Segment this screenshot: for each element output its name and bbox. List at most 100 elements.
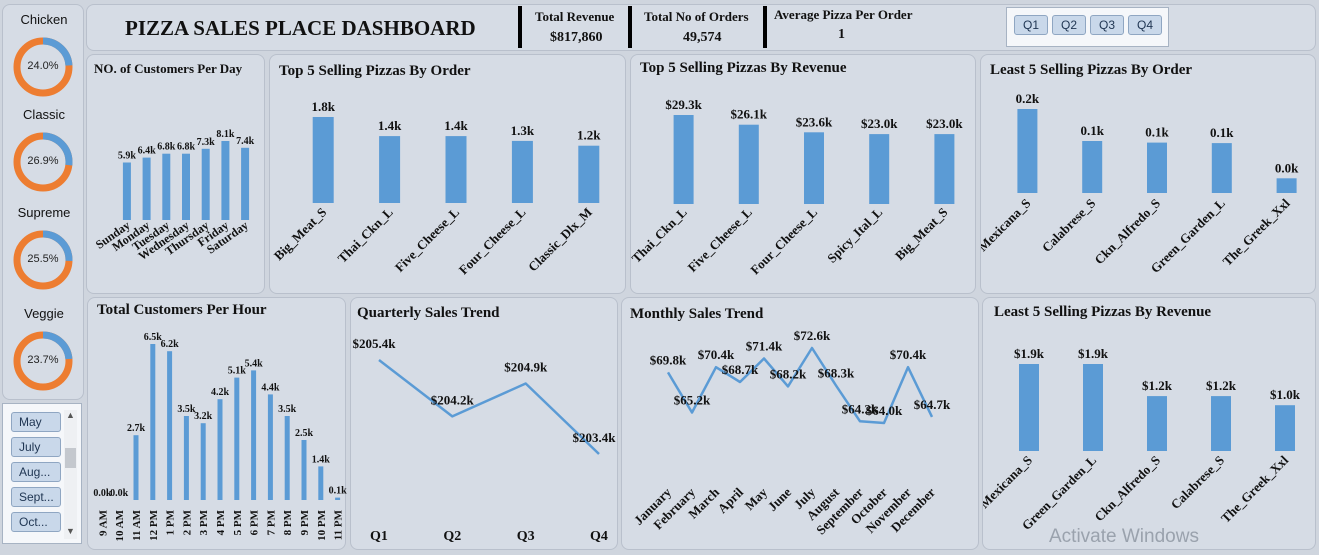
category-label: Calabrese_S: [1039, 196, 1098, 255]
donut-percent: 24.0%: [27, 60, 59, 72]
bar: [335, 497, 341, 500]
data-label: 6.4k: [138, 146, 157, 157]
data-label: $23.0k: [926, 116, 963, 131]
kpi-divider: [628, 6, 632, 48]
category-label: Four_Cheese_L: [456, 204, 529, 277]
data-label: 3.2k: [194, 411, 213, 422]
donut-veggie: Veggie 23.7%: [3, 300, 85, 396]
data-label: $203.4k: [573, 430, 617, 445]
bar: [379, 136, 401, 203]
data-label: 6.8k: [157, 142, 176, 153]
data-label: 4.2k: [211, 387, 230, 398]
bar: [1276, 178, 1297, 193]
chart-title: Total Customers Per Hour: [97, 302, 267, 318]
data-label: 0.1k: [1145, 125, 1169, 140]
data-label: $68.7k: [722, 362, 759, 377]
data-label: $69.8k: [650, 352, 687, 367]
bar: [201, 148, 210, 220]
top5-by-order-panel: Top 5 Selling Pizzas By Order 1.8k Big_Me…: [269, 54, 626, 294]
data-label: 0.0k: [110, 488, 129, 499]
quarterly-trend-chart: $205.4k Q1 $204.2k Q2 $204.9k Q3 $203.4k Q4: [353, 336, 617, 544]
category-label: Mexicana_S: [981, 196, 1034, 255]
quarter-button-q2[interactable]: Q2: [1052, 15, 1086, 35]
scroll-thumb[interactable]: [65, 448, 76, 468]
bar: [251, 370, 257, 500]
chart-title: Top 5 Selling Pizzas By Revenue: [640, 60, 847, 76]
category-label: 9 PM: [299, 509, 311, 535]
quarter-button-q4[interactable]: Q4: [1128, 15, 1162, 35]
quarter-slicer: Q1 Q2 Q3 Q4: [1006, 7, 1169, 47]
donut-percent: 26.9%: [27, 155, 59, 167]
data-label: $70.4k: [890, 347, 927, 362]
month-slicer-item[interactable]: May: [11, 412, 61, 432]
month-slicer-item[interactable]: Aug...: [11, 462, 61, 482]
monthly-trend-chart: $69.8kJanuary$65.2kFebruary$70.4kMarch$6…: [631, 328, 951, 538]
customers-per-day-panel: NO. of Customers Per Day 5.9k Sunday 6.4k M…: [86, 54, 265, 294]
bar: [200, 423, 206, 500]
category-label: Ckn_Alfredo_S: [1091, 453, 1163, 525]
data-label: $1.9k: [1078, 346, 1109, 361]
data-label: $23.6k: [796, 114, 833, 129]
donut-chicken: Chicken 24.0%: [3, 5, 85, 101]
chart-title: Least 5 Selling Pizzas By Revenue: [994, 304, 1212, 320]
category-label: 6 PM: [249, 509, 261, 535]
customers-per-day-chart: 5.9kSunday6.4kMonday6.8kTuesday6.8kWedne…: [93, 129, 255, 263]
month-slicer: May July Aug... Sept... Oct... ▲ ▼: [2, 403, 82, 544]
category-label: The_Greek_Xxl: [1219, 195, 1293, 269]
data-label: 7.3k: [197, 137, 216, 148]
data-label: $205.4k: [353, 336, 397, 351]
data-label: 7.4k: [236, 136, 255, 147]
customers-per-hour-panel: Total Customers Per Hour 0.0k 9 AM 0.0k 10 …: [87, 297, 347, 550]
category-label: 8 PM: [282, 509, 294, 535]
data-label: 1.4k: [444, 118, 468, 133]
bar: [1017, 109, 1038, 193]
category-label: 10 AM: [114, 509, 126, 541]
data-label: 0.1k: [1210, 125, 1234, 140]
data-label: 3.5k: [177, 404, 196, 415]
data-label: 1.4k: [312, 454, 331, 465]
bar: [182, 153, 190, 220]
quarterly-trend-panel: Quarterly Sales Trend $205.4k Q1 $204.2k Q2…: [350, 297, 618, 550]
category-label: Q3: [517, 529, 535, 544]
month-slicer-item[interactable]: Sept...: [11, 487, 61, 507]
category-label: 3 PM: [198, 509, 210, 535]
scroll-down-icon[interactable]: ▼: [66, 526, 75, 536]
header-panel: PIZZA SALES PLACE DASHBOARD Total Revenu…: [86, 4, 1316, 51]
category-label: 9 AM: [97, 509, 109, 536]
category-label: Five_Cheese_L: [685, 204, 756, 275]
quarter-button-q1[interactable]: Q1: [1014, 15, 1048, 35]
slicer-scrollbar[interactable]: ▲ ▼: [64, 410, 77, 539]
chart-title: Quarterly Sales Trend: [357, 305, 500, 321]
bar: [445, 136, 467, 203]
data-label: 0.1k: [329, 486, 347, 497]
data-label: $29.3k: [665, 97, 702, 112]
data-label: $70.4k: [698, 347, 735, 362]
activation-watermark: Activate Windows: [1049, 526, 1199, 547]
kpi-avg-label: Average Pizza Per Order: [774, 7, 913, 22]
bar: [241, 147, 250, 220]
quarter-button-q3[interactable]: Q3: [1090, 15, 1124, 35]
category-label: Five_Cheese_L: [392, 204, 463, 275]
top5-by-revenue-panel: Top 5 Selling Pizzas By Revenue $29.3k Th…: [630, 54, 976, 294]
data-label: $64.2k: [842, 401, 879, 416]
donut-percent: 25.5%: [27, 253, 59, 265]
kpi-avg-value: 1: [838, 27, 845, 42]
bar: [1275, 405, 1295, 451]
month-slicer-item[interactable]: Oct...: [11, 512, 61, 532]
category-label: Big_Meat_S: [892, 205, 951, 264]
category-label: Big_Meat_S: [271, 205, 330, 264]
data-label: 0.2k: [1016, 91, 1040, 106]
donut-ring: [13, 132, 73, 192]
top5-by-revenue-chart: $29.3k Thai_Ckn_L $26.1k Five_Cheese_L $23.6…: [631, 97, 963, 277]
bar: [1083, 364, 1103, 451]
bar: [150, 344, 156, 500]
bar: [183, 416, 189, 500]
donut-percent: 23.7%: [27, 354, 59, 366]
scroll-up-icon[interactable]: ▲: [66, 410, 75, 420]
month-slicer-item[interactable]: July: [11, 437, 61, 457]
bar: [934, 134, 955, 204]
bar: [1211, 396, 1231, 451]
data-label: 0.1k: [1080, 123, 1104, 138]
category-label: Classic_Dlx_M: [525, 205, 595, 275]
donut-segment-chicken: [13, 37, 73, 97]
